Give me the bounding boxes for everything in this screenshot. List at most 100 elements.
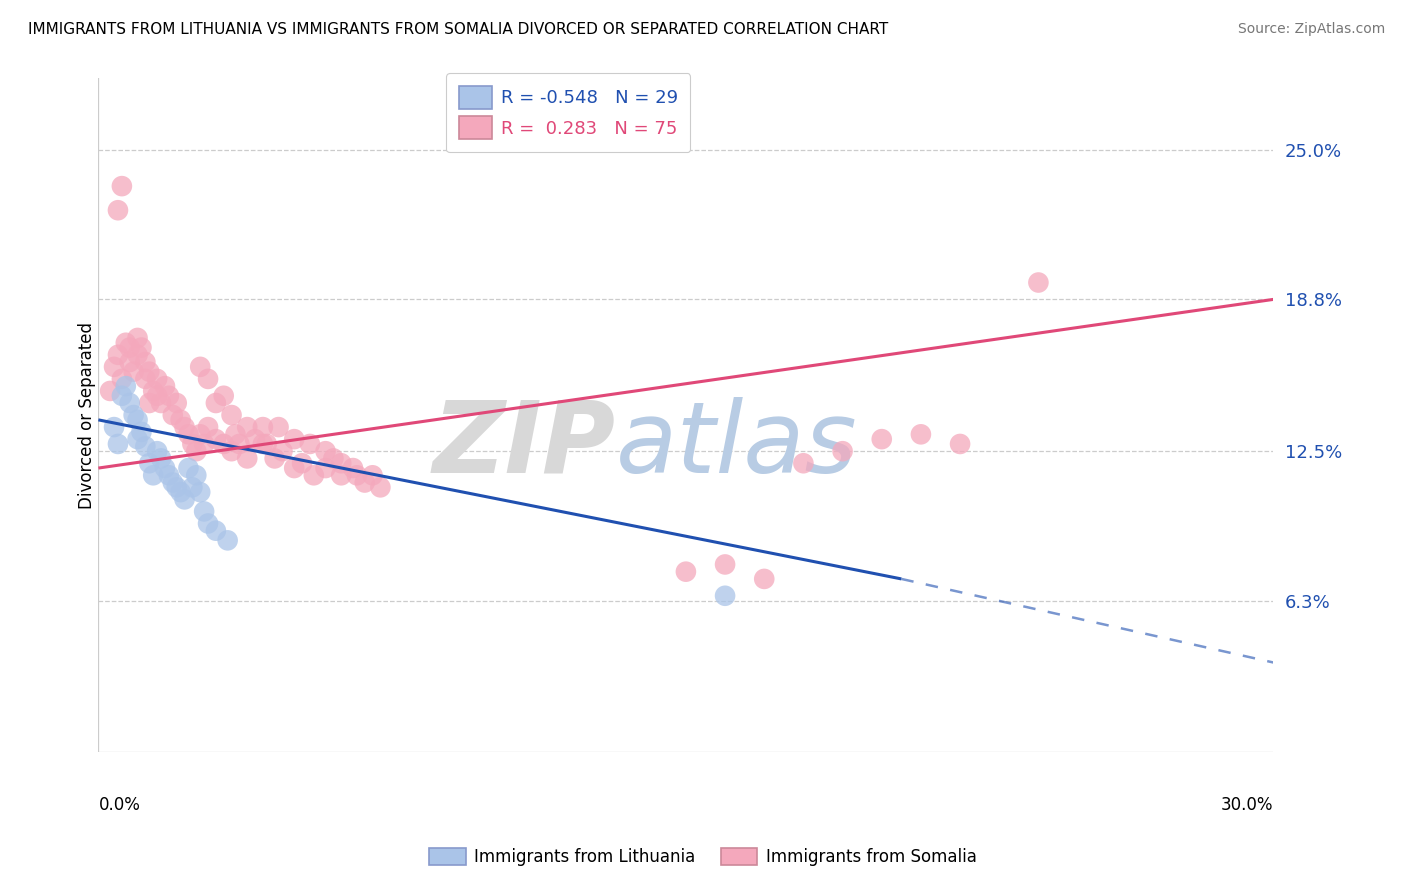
- Text: 30.0%: 30.0%: [1220, 796, 1274, 814]
- Point: [831, 444, 853, 458]
- Point: [283, 432, 305, 446]
- Point: [107, 348, 129, 362]
- Point: [714, 589, 737, 603]
- Point: [103, 420, 125, 434]
- Point: [111, 389, 134, 403]
- Point: [169, 413, 191, 427]
- Point: [188, 485, 211, 500]
- Point: [118, 355, 141, 369]
- Point: [122, 365, 145, 379]
- Point: [236, 451, 259, 466]
- Point: [131, 425, 153, 439]
- Point: [205, 396, 228, 410]
- Point: [197, 372, 219, 386]
- Point: [792, 456, 814, 470]
- Point: [1028, 276, 1050, 290]
- Point: [138, 396, 160, 410]
- Point: [193, 437, 215, 451]
- Point: [193, 504, 215, 518]
- Point: [142, 468, 165, 483]
- Point: [118, 396, 141, 410]
- Point: [103, 359, 125, 374]
- Point: [353, 475, 375, 490]
- Point: [150, 396, 173, 410]
- Point: [134, 439, 156, 453]
- Point: [146, 372, 169, 386]
- Text: atlas: atlas: [616, 397, 858, 494]
- Point: [283, 461, 305, 475]
- Point: [197, 516, 219, 531]
- Point: [162, 475, 184, 490]
- Y-axis label: Divorced or Separated: Divorced or Separated: [79, 321, 96, 508]
- Point: [267, 420, 290, 434]
- Point: [322, 451, 344, 466]
- Point: [173, 492, 195, 507]
- Point: [205, 432, 228, 446]
- Point: [224, 427, 246, 442]
- Point: [188, 359, 211, 374]
- Point: [142, 384, 165, 398]
- Point: [949, 437, 972, 451]
- Point: [271, 444, 294, 458]
- Point: [236, 420, 259, 434]
- Point: [263, 451, 285, 466]
- Point: [330, 456, 353, 470]
- Point: [298, 437, 321, 451]
- Point: [146, 444, 169, 458]
- Point: [98, 384, 121, 398]
- Point: [186, 444, 208, 458]
- Point: [162, 408, 184, 422]
- Point: [212, 437, 235, 451]
- Point: [118, 341, 141, 355]
- Point: [127, 432, 149, 446]
- Point: [111, 372, 134, 386]
- Point: [315, 444, 337, 458]
- Point: [221, 408, 243, 422]
- Point: [153, 379, 176, 393]
- Point: [252, 437, 274, 451]
- Point: [114, 335, 136, 350]
- Point: [346, 468, 368, 483]
- Point: [157, 389, 180, 403]
- Point: [146, 389, 169, 403]
- Point: [754, 572, 776, 586]
- Point: [114, 379, 136, 393]
- Point: [173, 420, 195, 434]
- Point: [134, 372, 156, 386]
- Point: [252, 420, 274, 434]
- Point: [166, 396, 188, 410]
- Point: [107, 437, 129, 451]
- Point: [131, 341, 153, 355]
- Point: [212, 389, 235, 403]
- Point: [186, 468, 208, 483]
- Point: [177, 427, 200, 442]
- Point: [870, 432, 893, 446]
- Text: IMMIGRANTS FROM LITHUANIA VS IMMIGRANTS FROM SOMALIA DIVORCED OR SEPARATED CORRE: IMMIGRANTS FROM LITHUANIA VS IMMIGRANTS …: [28, 22, 889, 37]
- Point: [330, 468, 353, 483]
- Point: [291, 456, 314, 470]
- Text: Source: ZipAtlas.com: Source: ZipAtlas.com: [1237, 22, 1385, 37]
- Point: [910, 427, 932, 442]
- Point: [127, 331, 149, 345]
- Point: [302, 468, 325, 483]
- Point: [181, 437, 204, 451]
- Point: [138, 456, 160, 470]
- Point: [256, 437, 278, 451]
- Point: [315, 461, 337, 475]
- Point: [134, 355, 156, 369]
- Point: [169, 485, 191, 500]
- Point: [361, 468, 384, 483]
- Legend: Immigrants from Lithuania, Immigrants from Somalia: Immigrants from Lithuania, Immigrants fr…: [423, 841, 983, 873]
- Point: [188, 427, 211, 442]
- Point: [177, 461, 200, 475]
- Point: [157, 468, 180, 483]
- Point: [228, 437, 250, 451]
- Point: [107, 203, 129, 218]
- Point: [153, 461, 176, 475]
- Text: ZIP: ZIP: [433, 397, 616, 494]
- Point: [111, 179, 134, 194]
- Point: [181, 480, 204, 494]
- Point: [217, 533, 239, 548]
- Point: [714, 558, 737, 572]
- Point: [166, 480, 188, 494]
